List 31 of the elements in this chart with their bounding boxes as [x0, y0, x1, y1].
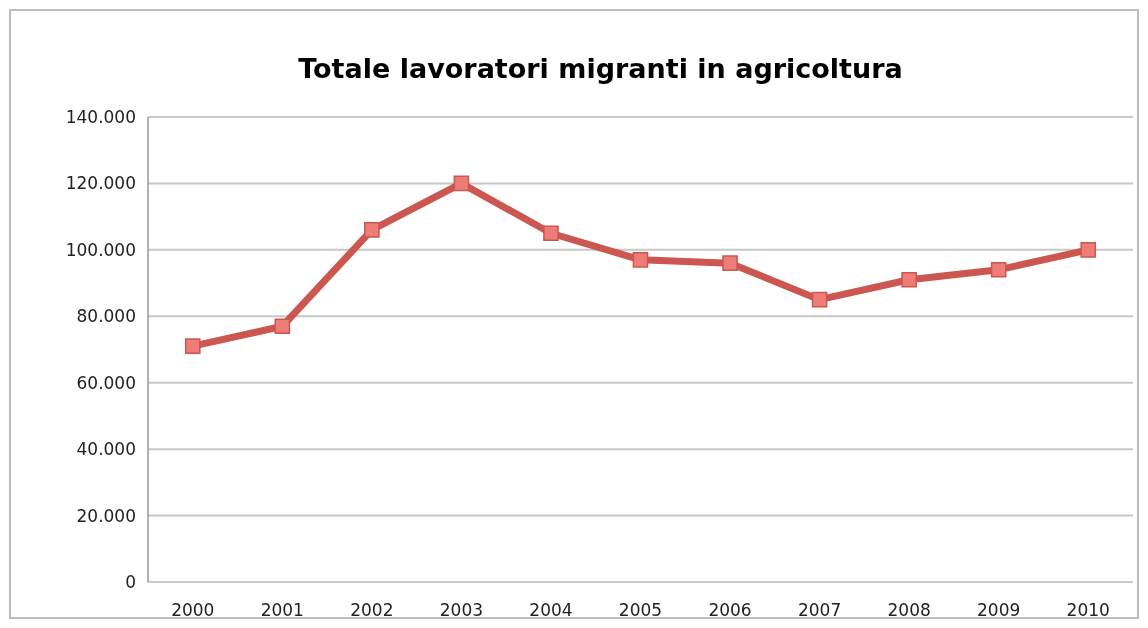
- x-tick-label: 2009: [977, 600, 1021, 620]
- x-tick-label: 2008: [887, 600, 931, 620]
- y-tick-label: 120.000: [65, 173, 136, 194]
- y-tick-label: 0: [125, 571, 136, 592]
- x-tick-label: 2004: [529, 600, 573, 620]
- x-tick-label: 2002: [350, 600, 394, 620]
- y-tick-label: 100.000: [65, 239, 136, 260]
- point: [901, 271, 917, 288]
- point: [811, 291, 828, 308]
- point: [1080, 242, 1097, 258]
- point: [364, 222, 380, 238]
- point: [722, 255, 738, 271]
- x-tick-label: 2003: [439, 600, 484, 620]
- x-tick-label: 2001: [260, 600, 304, 620]
- x-tick-label: 2010: [1066, 600, 1110, 620]
- point: [184, 338, 201, 354]
- y-tick-label: 60.000: [76, 372, 136, 393]
- chart-title: Totale lavoratori migranti in agricoltura: [298, 53, 903, 84]
- x-tick-label: 2005: [618, 600, 663, 620]
- point: [632, 252, 649, 268]
- point: [274, 318, 291, 335]
- point: [453, 175, 470, 192]
- x-tick-label: 2007: [797, 600, 842, 620]
- point: [543, 225, 559, 242]
- x-tick-label: 2006: [708, 600, 752, 620]
- y-tick-label: 80.000: [76, 306, 136, 327]
- x-tick-label: 2000: [171, 600, 215, 620]
- point: [990, 261, 1007, 278]
- y-tick-label: 40.000: [76, 439, 136, 460]
- y-tick-label: 140.000: [65, 106, 136, 127]
- y-tick-label: 20.000: [76, 505, 136, 526]
